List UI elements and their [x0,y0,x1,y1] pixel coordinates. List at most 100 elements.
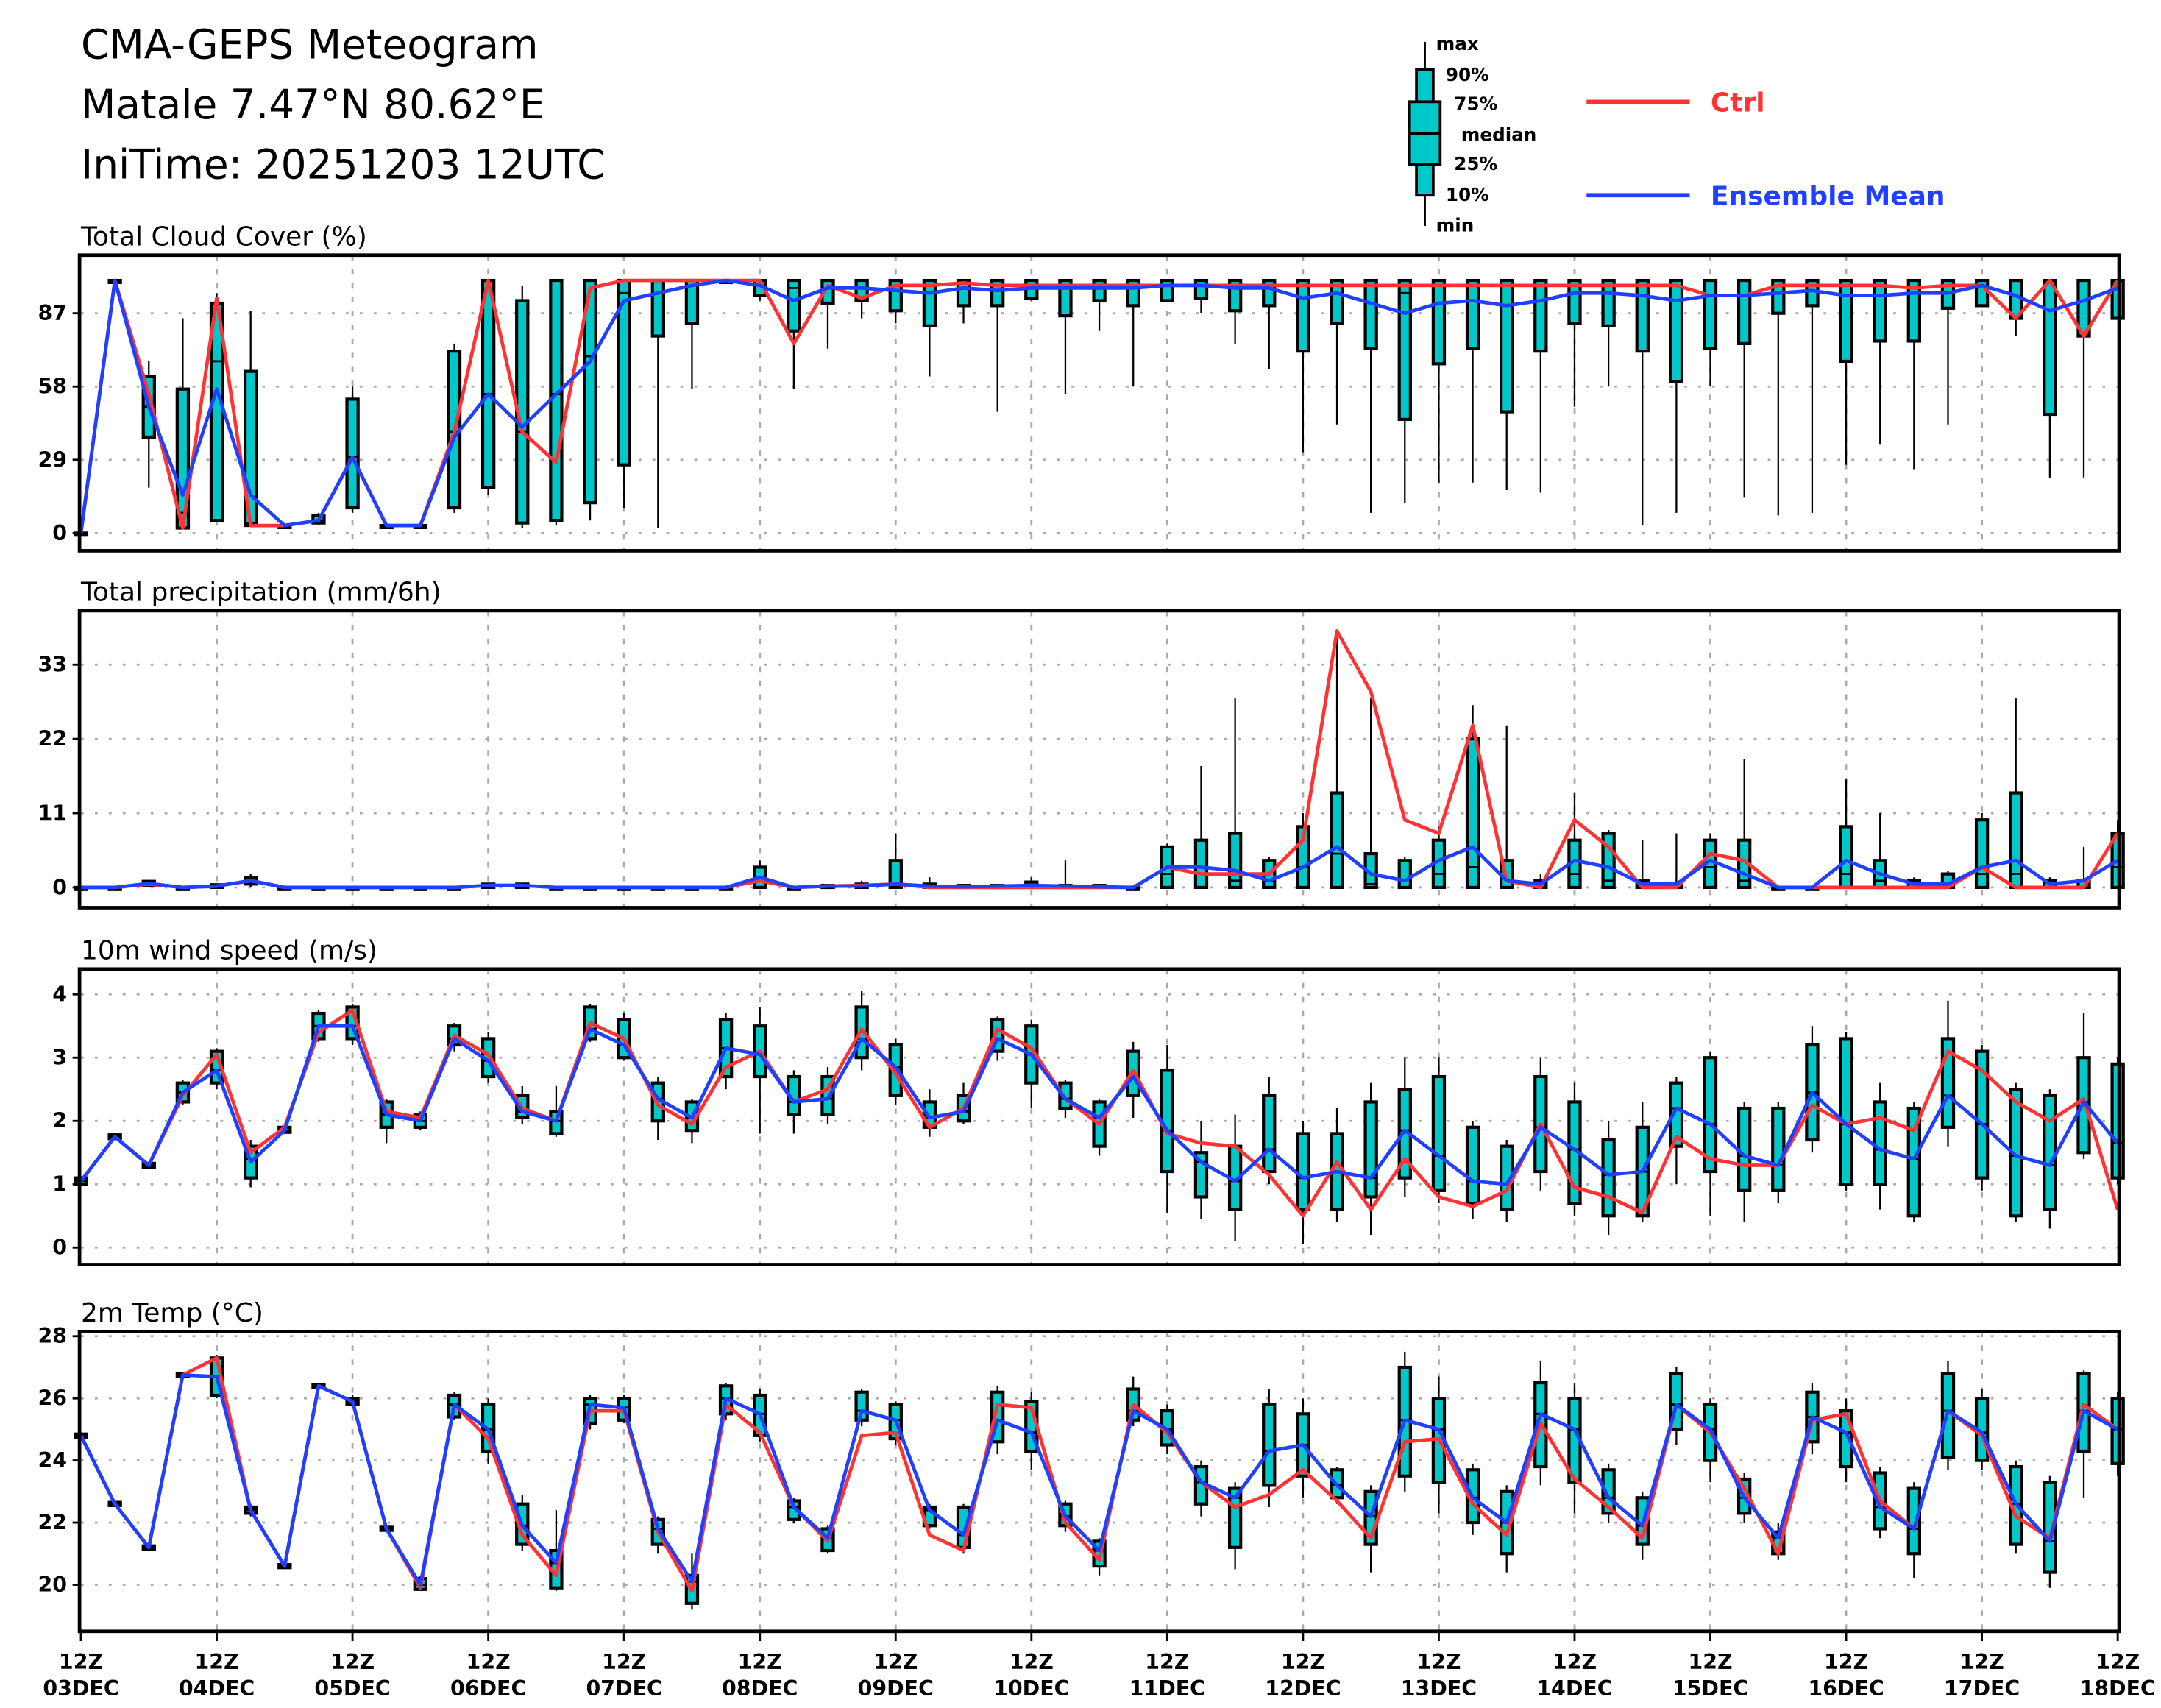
box-plot [2009,278,2023,336]
y-tick-label: 0 [52,1236,67,1260]
x-tick-hour: 12Z [1960,1650,2004,1674]
box-iqr [2043,278,2057,417]
box-plot [1805,1026,1820,1153]
box-plot [1296,278,1310,453]
box-plot [1024,278,1039,301]
box-iqr [1703,1056,1718,1174]
box-iqr [1533,278,1548,353]
box-plot [1330,278,1344,425]
box-plot [1839,278,1853,465]
box-plot [1500,1485,1514,1573]
box-plot [1567,793,1582,890]
panel-2: Total precipitation (mm/6h) 0 11 22 33 [38,578,2125,910]
x-tick-hour: 12Z [1009,1650,1054,1674]
x-tick-hour: 12Z [602,1650,646,1674]
x-tick-date: 04DEC [179,1676,255,1701]
legend-min: min [1436,215,1475,236]
box-iqr [1839,278,1853,364]
legend-p75: 75% [1454,93,1497,115]
box-plot [2009,1082,2023,1222]
x-tick-date: 18DEC [2079,1676,2155,1701]
box-plot [1669,278,1684,513]
box-iqr [650,278,665,338]
y-tick-label: 26 [38,1386,68,1411]
y-tick-label: 20 [38,1573,68,1597]
box-plot [1906,278,1922,470]
box-iqr [1974,818,1990,890]
x-tick-date: 14DEC [1536,1676,1612,1701]
box-plot [787,278,801,389]
box-iqr [1465,737,1480,890]
y-tick-label: 2 [52,1109,67,1133]
box-iqr [787,278,801,333]
box-plot [1397,857,1412,890]
box-plot [2043,278,2057,478]
box-iqr [1736,278,1752,345]
box-plot [583,278,597,521]
x-tick-date: 15DEC [1672,1676,1748,1701]
x-tick-hour: 12Z [330,1650,375,1674]
x-tick-hour: 12Z [2096,1650,2140,1674]
box-iqr [1873,1100,1887,1186]
box-iqr [1363,1100,1378,1199]
box-plot [922,278,937,377]
box-iqr [1431,278,1447,366]
box-plot [1839,1032,1853,1191]
box-plot [1262,1389,1277,1507]
x-tick-hour: 12Z [59,1650,103,1674]
legend-p25: 25% [1454,153,1497,174]
x-tick-hour: 12Z [1145,1650,1189,1674]
box-iqr [1465,278,1480,350]
x-tick-hour: 12Z [738,1650,782,1674]
legend-ctrl-label: Ctrl [1711,88,1765,118]
box-iqr [1601,1138,1616,1218]
box-iqr [1703,278,1718,350]
y-tick-label: 0 [52,875,67,899]
box-plot [1465,1121,1480,1219]
location-label: Matale 7.47°N 80.62°E [81,81,545,128]
ctrl-line [79,1356,2119,1593]
x-tick-date: 11DEC [1129,1676,1205,1701]
box-iqr [1431,1074,1447,1192]
box-plot [345,386,360,513]
box-iqr [1397,859,1412,890]
x-tick-date: 17DEC [1944,1676,2020,1701]
panel-frame [77,609,2121,910]
panel-title: 2m Temp (°C) [81,1298,263,1328]
x-tick-date: 08DEC [722,1676,798,1701]
y-tick-label: 0 [52,521,67,545]
box-iqr [1669,278,1684,383]
x-tick-hour: 12Z [1824,1650,1868,1674]
panel-3: 10m wind speed (m/s) 0 1 2 3 4 [52,936,2125,1266]
x-tick-date: 12DEC [1265,1676,1341,1701]
legend: max 90% 75% median 25% 10% min Ctrl Ense… [1408,33,1945,236]
panel-frame [77,967,2121,1266]
box-iqr [1262,1403,1277,1487]
box-iqr [549,278,564,522]
ensemble-mean-line [79,1024,2119,1186]
ensemble-mean-line [79,278,2118,534]
x-tick-date: 10DEC [993,1676,1069,1701]
box-iqr [1160,1069,1175,1174]
box-iqr [1397,278,1412,421]
y-tick-label: 1 [52,1172,67,1197]
box-iqr [1227,832,1243,890]
box-plot [1431,1057,1447,1204]
panel-1: Total Cloud Cover (%) 0 29 58 87 [38,222,2125,553]
box-iqr [2043,1094,2057,1211]
legend-box-icon [1408,41,1442,226]
y-tick-label: 22 [38,1511,68,1535]
box-iqr [1296,278,1310,353]
box-iqr [922,278,937,327]
box-iqr [1330,791,1344,890]
box-plot [1465,278,1480,483]
y-tick-label: 22 [38,727,68,751]
x-tick-date: 07DEC [586,1676,661,1701]
box-plot [1567,278,1582,407]
y-tick-label: 3 [52,1046,67,1070]
box-iqr [1873,278,1887,343]
x-tick-date: 06DEC [450,1676,526,1701]
x-tick-hour: 12Z [194,1650,238,1674]
legend-median: median [1461,124,1537,145]
